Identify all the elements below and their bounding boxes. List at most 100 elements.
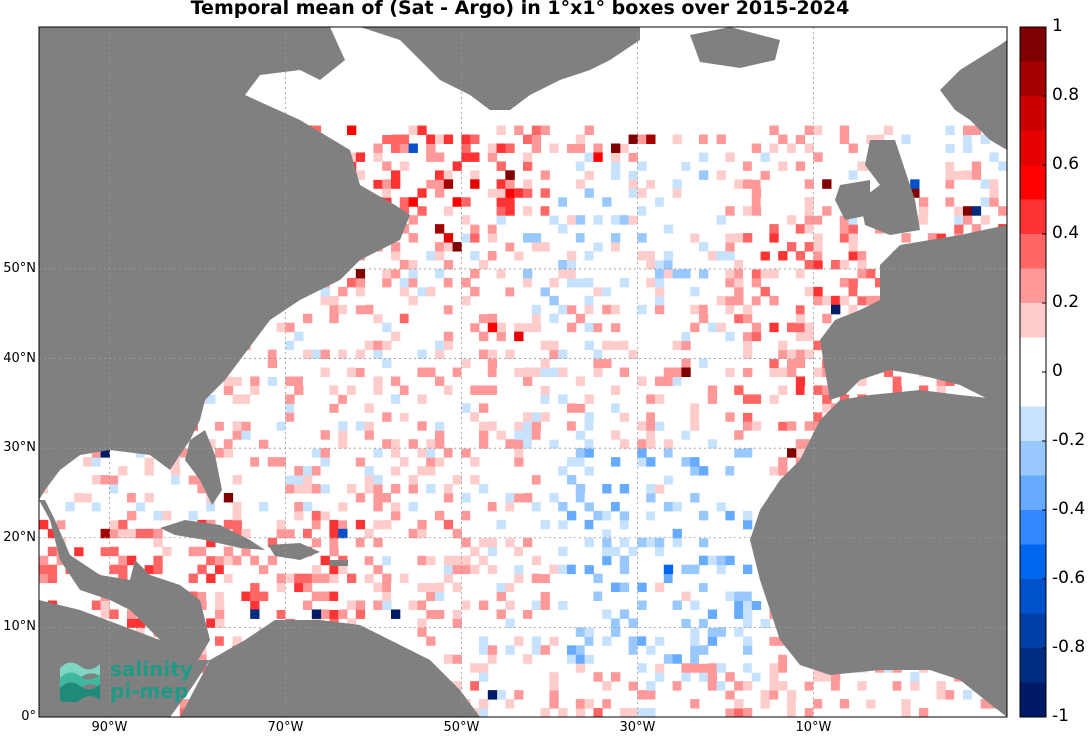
- heatmap-cell: [699, 528, 709, 539]
- heatmap-cell: [531, 448, 542, 458]
- heatmap-cell: [954, 161, 964, 171]
- heatmap-cell: [672, 376, 682, 386]
- map-title: Temporal mean of (Sat - Argo) in 1°x1° b…: [190, 0, 850, 19]
- heatmap-cell: [707, 636, 718, 646]
- heatmap-cell: [100, 609, 110, 619]
- heatmap-cell: [74, 546, 84, 557]
- heatmap-cell: [540, 125, 550, 136]
- heatmap-cell: [285, 492, 295, 503]
- heatmap-cell: [347, 349, 357, 360]
- heatmap-cell: [487, 501, 498, 512]
- heatmap-cell: [461, 295, 471, 306]
- heatmap-cell: [496, 161, 506, 171]
- heatmap-cell: [118, 564, 128, 575]
- heatmap-cell: [320, 466, 330, 476]
- heatmap-cell: [382, 439, 392, 449]
- heatmap-cell: [663, 170, 674, 180]
- heatmap-cell: [690, 699, 700, 709]
- heatmap-cell: [769, 233, 779, 243]
- heatmap-cell: [382, 591, 392, 602]
- heatmap-cell: [866, 690, 876, 700]
- heatmap-cell: [567, 304, 577, 315]
- heatmap-cell: [567, 645, 577, 655]
- heatmap-cell: [338, 564, 348, 575]
- colorbar-segment: [1020, 475, 1046, 511]
- heatmap-cell: [822, 313, 832, 324]
- heatmap-cell: [461, 304, 471, 315]
- heatmap-cell: [259, 457, 269, 467]
- heatmap-cell: [347, 385, 357, 395]
- heatmap-cell: [461, 197, 471, 207]
- heatmap-cell: [743, 421, 753, 431]
- heatmap-cell: [699, 609, 709, 619]
- heatmap-cell: [391, 591, 401, 602]
- heatmap-cell: [584, 627, 594, 637]
- heatmap-cell: [663, 591, 674, 602]
- heatmap-cell: [373, 313, 383, 324]
- heatmap-cell: [461, 636, 471, 646]
- heatmap-cell: [690, 654, 700, 664]
- heatmap-cell: [707, 573, 718, 584]
- heatmap-cell: [382, 358, 392, 369]
- heatmap-cell: [743, 304, 753, 315]
- heatmap-cell: [707, 690, 718, 700]
- heatmap-cell: [162, 573, 172, 584]
- heatmap-cell: [206, 555, 216, 566]
- heatmap-cell: [294, 385, 304, 395]
- heatmap-cell: [338, 430, 348, 440]
- heatmap-cell: [206, 439, 216, 449]
- heatmap-cell: [347, 295, 357, 306]
- heatmap-cell: [540, 645, 550, 655]
- heatmap-cell: [153, 564, 163, 575]
- heatmap-cell: [910, 672, 920, 682]
- heatmap-cell: [540, 519, 550, 530]
- heatmap-cell: [681, 708, 691, 717]
- heatmap-cell: [699, 618, 709, 628]
- heatmap-cell: [373, 510, 383, 521]
- heatmap-cell: [179, 537, 190, 548]
- heatmap-cell: [628, 376, 638, 386]
- heatmap-cell: [611, 385, 621, 395]
- heatmap-cell: [637, 609, 647, 619]
- heatmap-cell: [611, 313, 621, 324]
- heatmap-cell: [822, 179, 832, 189]
- heatmap-cell: [637, 510, 647, 521]
- heatmap-cell: [135, 618, 146, 628]
- heatmap-cell: [848, 224, 858, 234]
- heatmap-cell: [707, 358, 718, 369]
- heatmap-cell: [531, 439, 542, 449]
- heatmap-cell: [681, 152, 691, 162]
- heatmap-cell: [408, 528, 418, 539]
- heatmap-cell: [487, 349, 498, 360]
- heatmap-cell: [778, 421, 788, 431]
- heatmap-cell: [523, 179, 533, 189]
- heatmap-cell: [391, 501, 401, 512]
- heatmap-cell: [496, 206, 506, 216]
- heatmap-cell: [637, 492, 647, 503]
- heatmap-cell: [602, 304, 612, 315]
- heatmap-cell: [470, 224, 480, 234]
- heatmap-cell: [628, 170, 638, 180]
- heatmap-cell: [690, 636, 700, 646]
- heatmap-cell: [813, 259, 823, 270]
- heatmap-cell: [364, 546, 374, 557]
- heatmap-cell: [760, 286, 770, 297]
- heatmap-cell: [443, 134, 454, 144]
- heatmap-cell: [188, 573, 198, 584]
- heatmap-cell: [655, 403, 665, 413]
- heatmap-cell: [443, 313, 454, 324]
- heatmap-cell: [751, 663, 762, 673]
- heatmap-cell: [355, 385, 366, 395]
- heatmap-cell: [725, 672, 735, 682]
- heatmap-cell: [426, 134, 436, 144]
- heatmap-cell: [514, 636, 524, 646]
- heatmap-cell: [822, 394, 832, 404]
- heatmap-cell: [426, 636, 436, 646]
- heatmap-cell: [47, 501, 58, 512]
- heatmap-cell: [373, 340, 383, 351]
- heatmap-cell: [936, 161, 946, 171]
- heatmap-cell: [795, 349, 806, 360]
- heatmap-cell: [303, 403, 313, 413]
- heatmap-cell: [857, 251, 867, 261]
